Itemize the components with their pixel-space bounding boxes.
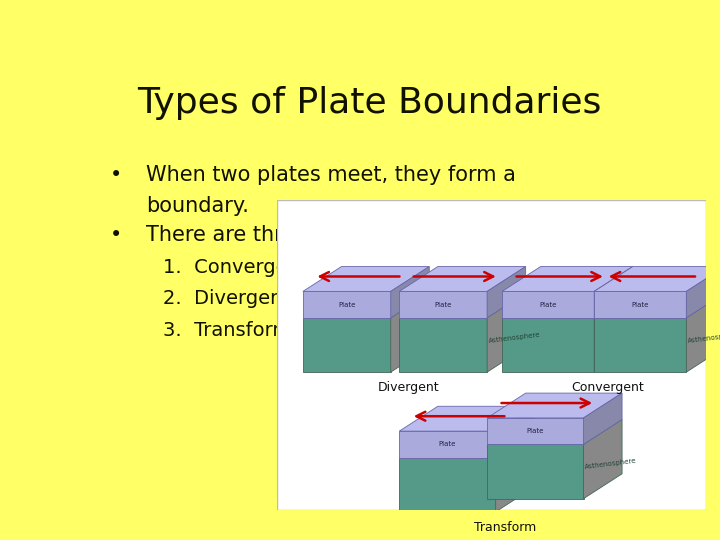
Polygon shape (495, 406, 534, 457)
Text: Asthenosphere: Asthenosphere (487, 332, 541, 343)
Polygon shape (495, 433, 534, 512)
Polygon shape (594, 292, 686, 318)
Polygon shape (303, 292, 391, 318)
Polygon shape (400, 267, 526, 292)
Polygon shape (391, 293, 429, 372)
Polygon shape (686, 293, 720, 372)
Text: 3.  Transform: 3. Transform (163, 321, 291, 340)
Polygon shape (594, 267, 720, 292)
Polygon shape (502, 292, 594, 318)
Polygon shape (594, 267, 633, 318)
Polygon shape (487, 293, 526, 372)
Text: Asthenosphere: Asthenosphere (584, 458, 637, 470)
Text: Plate: Plate (438, 441, 456, 447)
Polygon shape (400, 457, 495, 512)
Text: •: • (109, 165, 122, 185)
Polygon shape (502, 267, 633, 292)
Text: Plate: Plate (631, 302, 649, 308)
Text: 2.  Divergent: 2. Divergent (163, 289, 289, 308)
Text: Plate: Plate (539, 302, 557, 308)
Polygon shape (594, 318, 686, 372)
FancyBboxPatch shape (277, 200, 706, 510)
Polygon shape (487, 418, 583, 444)
Polygon shape (400, 318, 487, 372)
Polygon shape (594, 293, 633, 372)
Text: Transform: Transform (474, 521, 536, 534)
Text: Divergent: Divergent (378, 381, 439, 394)
Polygon shape (487, 267, 526, 318)
Polygon shape (487, 393, 622, 418)
Polygon shape (502, 318, 594, 372)
Polygon shape (487, 444, 583, 498)
Text: boundary.: boundary. (145, 196, 248, 216)
Text: Convergent: Convergent (572, 381, 644, 394)
Text: When two plates meet, they form a: When two plates meet, they form a (145, 165, 516, 185)
Text: Asthenosphere: Asthenosphere (687, 332, 720, 343)
Polygon shape (391, 267, 429, 318)
Text: Types of Plate Boundaries: Types of Plate Boundaries (137, 85, 601, 119)
Polygon shape (400, 292, 487, 318)
Text: Plate: Plate (434, 302, 452, 308)
Text: Plate: Plate (526, 428, 544, 434)
Polygon shape (400, 406, 534, 431)
Polygon shape (303, 267, 429, 292)
Polygon shape (303, 318, 391, 372)
Text: •: • (109, 225, 122, 245)
Polygon shape (583, 393, 622, 444)
Polygon shape (583, 420, 622, 498)
Polygon shape (686, 267, 720, 318)
Text: 1.  Convergent: 1. Convergent (163, 258, 307, 277)
Text: Plate: Plate (338, 302, 356, 308)
Polygon shape (400, 431, 495, 457)
Text: There are three types of boundaries: There are three types of boundaries (145, 225, 522, 245)
